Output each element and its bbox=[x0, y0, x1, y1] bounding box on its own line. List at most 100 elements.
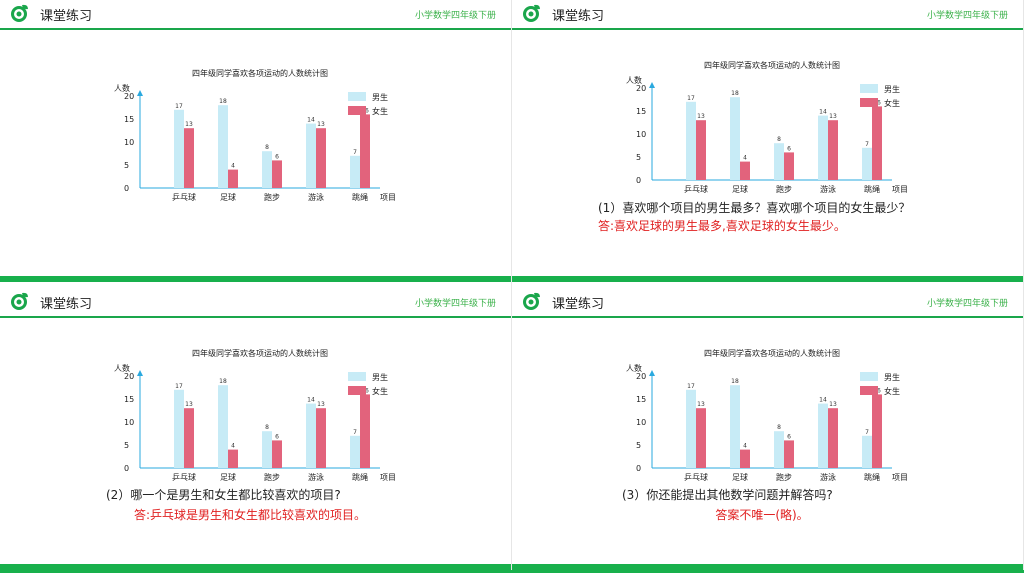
legend-swatch bbox=[860, 386, 878, 395]
next-row-strip bbox=[0, 570, 1024, 577]
bar-girls bbox=[184, 408, 194, 468]
category-label: 游泳 bbox=[308, 192, 324, 202]
slide-4[interactable]: 课堂练习 小学数学四年级下册 四年级同学喜欢各项运动的人数统计图 人数 0 5 10 15… bbox=[512, 288, 1024, 576]
legend-label: 男生 bbox=[884, 372, 900, 382]
data-label: 18 bbox=[219, 98, 227, 105]
target-leaf-icon bbox=[523, 292, 540, 310]
slide-3[interactable]: 课堂练习 小学数学四年级下册 四年级同学喜欢各项运动的人数统计图 人数 0 5 10 15… bbox=[0, 288, 512, 576]
y-tick-label: 20 bbox=[124, 92, 134, 101]
data-label: 13 bbox=[829, 113, 837, 120]
header-divider bbox=[0, 316, 511, 318]
y-axis-arrow bbox=[137, 370, 143, 376]
bar-boys bbox=[306, 403, 316, 468]
data-label: 14 bbox=[819, 397, 827, 404]
y-tick-label: 20 bbox=[636, 372, 646, 381]
bar-girls bbox=[740, 161, 750, 180]
slide-header: 课堂练习 小学数学四年级下册 bbox=[0, 288, 511, 316]
footer-bar bbox=[0, 564, 511, 570]
slide-1[interactable]: 课堂练习 小学数学四年级下册 四年级同学喜欢各项运动的人数统计图 人数 0 5 10 15… bbox=[0, 0, 512, 288]
data-label: 6 bbox=[787, 145, 791, 152]
data-label: 18 bbox=[731, 378, 739, 385]
slide-title: 课堂练习 bbox=[40, 297, 93, 312]
y-tick-label: 10 bbox=[636, 418, 646, 427]
category-label: 跳绳 bbox=[864, 472, 880, 482]
bar-girls bbox=[784, 440, 794, 468]
footer-bar bbox=[512, 564, 1023, 570]
legend-label: 男生 bbox=[884, 84, 900, 94]
target-leaf-icon bbox=[11, 4, 28, 22]
data-label: 6 bbox=[787, 433, 791, 440]
answer-3-text: 答案不唯一(略)。 bbox=[715, 508, 809, 522]
bar-girls bbox=[228, 169, 238, 188]
legend-swatch bbox=[348, 92, 366, 101]
data-label: 17 bbox=[175, 103, 183, 110]
bar-girls bbox=[360, 394, 370, 468]
y-tick-label: 0 bbox=[124, 184, 129, 193]
data-label: 13 bbox=[185, 121, 193, 128]
bar-girls bbox=[272, 440, 282, 468]
x-axis-label: 项目 bbox=[380, 193, 396, 202]
y-axis-arrow bbox=[649, 370, 655, 376]
legend-label: 女生 bbox=[372, 386, 388, 396]
data-label: 18 bbox=[731, 90, 739, 97]
legend-swatch bbox=[860, 84, 878, 93]
bar-boys bbox=[174, 109, 184, 188]
bar-girls bbox=[228, 449, 238, 468]
bar-girls bbox=[184, 128, 194, 188]
y-tick-label: 5 bbox=[636, 441, 641, 450]
category-label: 跳绳 bbox=[864, 184, 880, 194]
data-label: 13 bbox=[697, 401, 705, 408]
question-1: (1）喜欢哪个项目的男生最多？喜欢哪个项目的女生最少？ 答:喜欢足球的男生最多,… bbox=[598, 199, 928, 235]
y-axis-label: 人数 bbox=[626, 363, 642, 373]
bar-boys bbox=[218, 385, 228, 468]
category-label: 跳绳 bbox=[352, 472, 368, 482]
legend-label: 男生 bbox=[372, 372, 388, 382]
answer-1-text: 答:喜欢足球的男生最多,喜欢足球的女生最少。 bbox=[598, 219, 846, 233]
category-label: 乒乓球 bbox=[684, 472, 708, 482]
data-label: 4 bbox=[231, 443, 235, 450]
bar-girls bbox=[316, 128, 326, 188]
slide-header: 课堂练习 小学数学四年级下册 bbox=[0, 0, 511, 28]
bar-boys bbox=[262, 151, 272, 188]
question-3-text: (3）你还能提出其他数学问题并解答吗? bbox=[622, 488, 833, 502]
legend-swatch bbox=[348, 386, 366, 395]
chart-title: 四年级同学喜欢各项运动的人数统计图 bbox=[192, 68, 328, 78]
x-axis-label: 项目 bbox=[380, 473, 396, 482]
slide-2[interactable]: 课堂练习 小学数学四年级下册 四年级同学喜欢各项运动的人数统计图 人数 0 5 10 15… bbox=[512, 0, 1024, 288]
y-tick-label: 10 bbox=[124, 138, 134, 147]
category-label: 跳绳 bbox=[352, 192, 368, 202]
data-label: 8 bbox=[777, 424, 781, 431]
question-2-text: (2）哪一个是男生和女生都比较喜欢的项目? bbox=[106, 488, 341, 502]
data-label: 18 bbox=[219, 378, 227, 385]
data-label: 8 bbox=[265, 424, 269, 431]
legend-label: 男生 bbox=[372, 92, 388, 102]
data-label: 13 bbox=[697, 113, 705, 120]
slide-header: 课堂练习 小学数学四年级下册 bbox=[512, 288, 1023, 316]
y-axis-label: 人数 bbox=[626, 75, 642, 85]
data-label: 14 bbox=[819, 109, 827, 116]
y-axis-arrow bbox=[137, 90, 143, 96]
bar-boys bbox=[730, 385, 740, 468]
data-label: 14 bbox=[307, 397, 315, 404]
header-divider bbox=[512, 28, 1023, 30]
category-label: 跑步 bbox=[264, 473, 280, 482]
data-label: 4 bbox=[743, 155, 747, 162]
question-1-text: (1）喜欢哪个项目的男生最多？喜欢哪个项目的女生最少？ bbox=[598, 201, 911, 215]
category-label: 足球 bbox=[220, 192, 236, 202]
data-label: 6 bbox=[275, 153, 279, 160]
bar-boys bbox=[686, 389, 696, 468]
bar-chart: 四年级同学喜欢各项运动的人数统计图 人数 0 5 10 15 20 17 13 乒乓球 18 4 足球 8… bbox=[110, 344, 400, 494]
y-tick-label: 5 bbox=[636, 153, 641, 162]
bar-boys bbox=[350, 435, 360, 468]
data-label: 13 bbox=[317, 121, 325, 128]
bar-boys bbox=[306, 123, 316, 188]
subject-label: 小学数学四年级下册 bbox=[926, 11, 1008, 21]
chart-title: 四年级同学喜欢各项运动的人数统计图 bbox=[704, 348, 840, 358]
chart-title: 四年级同学喜欢各项运动的人数统计图 bbox=[704, 60, 840, 70]
bar-girls bbox=[740, 449, 750, 468]
category-label: 跑步 bbox=[776, 185, 792, 194]
bar-boys bbox=[174, 389, 184, 468]
legend-swatch bbox=[348, 106, 366, 115]
strip-divider bbox=[0, 570, 1024, 573]
